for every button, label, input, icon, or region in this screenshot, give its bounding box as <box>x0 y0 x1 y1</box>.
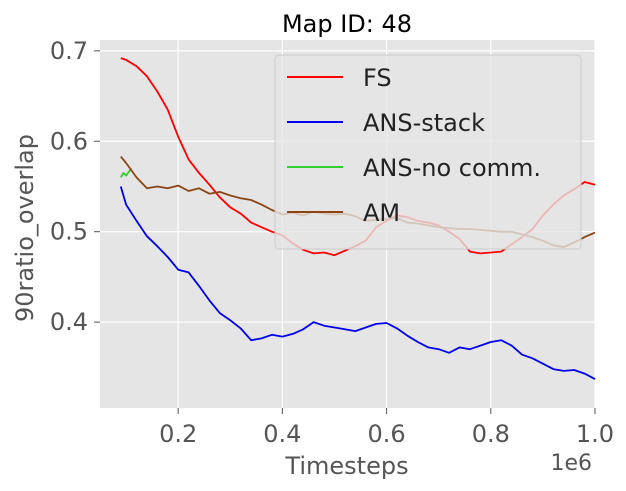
chart-title: Map ID: 48 <box>282 10 412 38</box>
x-axis-offset-label: 1e6 <box>550 451 592 476</box>
legend-label: FS <box>363 64 392 92</box>
x-tick-label: 1.0 <box>576 420 614 448</box>
y-tick-label: 0.7 <box>50 37 88 65</box>
x-tick-label: 0.6 <box>367 420 405 448</box>
x-tick-label: 0.8 <box>472 420 510 448</box>
legend-label: ANS-no comm. <box>363 154 541 182</box>
legend-box <box>274 54 582 250</box>
x-tick-label: 0.2 <box>159 420 197 448</box>
legend-label: ANS-stack <box>363 109 485 137</box>
y-axis-label: 90ratio_overlap <box>11 134 39 322</box>
x-axis: 0.2 0.4 0.6 0.8 1.0 <box>159 408 614 448</box>
series-line-ans-no-comm <box>120 167 133 178</box>
legend-label: AM <box>363 199 400 227</box>
y-axis: 0.4 0.5 0.6 0.7 <box>50 37 100 336</box>
y-tick-label: 0.5 <box>50 218 88 246</box>
y-tick-label: 0.4 <box>50 308 88 336</box>
series-line-ans-stack <box>119 186 596 380</box>
x-axis-label: Timesteps <box>284 452 408 480</box>
legend: FS ANS-stack ANS-no comm. AM <box>274 54 582 250</box>
x-tick-label: 0.4 <box>263 420 301 448</box>
y-tick-label: 0.6 <box>50 127 88 155</box>
